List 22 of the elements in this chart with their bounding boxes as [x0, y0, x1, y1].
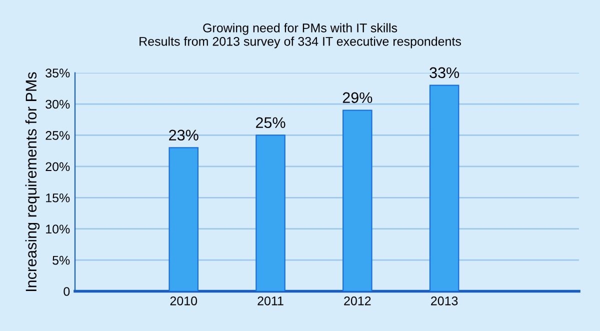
bar	[256, 134, 286, 292]
x-tick-label: 2011	[258, 296, 284, 306]
chart-title: Growing need for PMs with IT skills Results from 2013 survey of 334 IT executive respondents	[140, 23, 461, 48]
y-tick-label: 30%	[46, 100, 70, 109]
y-tick-label: 0	[64, 287, 70, 296]
x-tick-label: 2013	[431, 296, 458, 306]
y-tick-label: 15%	[46, 194, 70, 202]
y-tick-label: 5%	[52, 256, 70, 265]
x-tick-label: 2010	[170, 296, 198, 306]
y-tick-label: 20%	[46, 162, 70, 172]
y-tick-label: 35%	[46, 68, 70, 78]
y-tick-label: 10%	[46, 224, 70, 234]
bar	[342, 110, 372, 292]
y-axis-title: Increasing requirements for PMs	[25, 72, 40, 292]
x-tick-label: 2012	[344, 296, 371, 306]
bar	[429, 84, 460, 292]
data-label: 25%	[256, 117, 286, 128]
data-label: 29%	[342, 92, 372, 104]
bar	[168, 147, 199, 292]
data-label: 33%	[430, 67, 460, 78]
y-tick-label: 25%	[46, 131, 70, 140]
data-label: 23%	[169, 130, 198, 141]
